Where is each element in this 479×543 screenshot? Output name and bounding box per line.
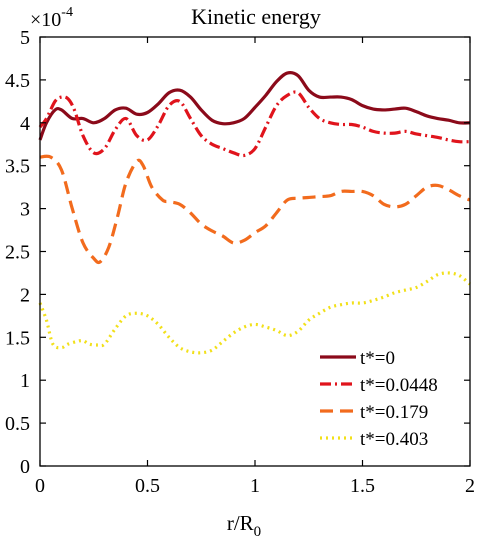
x-tick-label: 0 [35, 475, 45, 497]
x-tick-label: 0.5 [135, 475, 160, 497]
legend: t*=0 t*=0.0448 t*=0.179 t*=0.403 [320, 348, 438, 450]
series-line-3 [38, 271, 472, 355]
legend-label-1: t*=0.0448 [360, 375, 438, 396]
plot-area [38, 71, 472, 355]
x-tick-label: 2 [465, 475, 475, 497]
y-tick-label: 5 [20, 27, 30, 49]
axes: 0 0.5 1 1.5 2 0 0.5 1 1.5 2 2.5 3 3.5 4 4.5 5 [5, 27, 475, 497]
y-tick-label: 3.5 [5, 156, 30, 178]
x-tick-label: 1 [250, 475, 260, 497]
y-tick-label: 1 [20, 370, 30, 392]
series-line-1 [38, 90, 471, 158]
y-tick-label: 1.5 [5, 327, 30, 349]
y-tick-label: 3 [20, 199, 30, 221]
x-tick-label: 1.5 [350, 475, 375, 497]
y-tick-label: 4 [20, 113, 30, 135]
chart-title: Kinetic energy [191, 4, 321, 29]
y-tick-label: 2 [20, 284, 30, 306]
series-line-0 [38, 71, 471, 141]
x-axis-label-main: r/R [227, 511, 254, 535]
y-tick-label: 0.5 [5, 413, 30, 435]
y-tick-label: 2.5 [5, 242, 30, 264]
legend-label-2: t*=0.179 [360, 402, 428, 423]
legend-label-0: t*=0 [360, 348, 395, 369]
legend-label-3: t*=0.403 [360, 429, 428, 450]
y-exponent-base: ×10 [30, 9, 61, 31]
x-axis-label-sub: 0 [254, 524, 262, 540]
y-tick-label: 0 [20, 456, 30, 478]
series-line-2 [39, 154, 471, 265]
y-exponent-label: ×10-4 [30, 5, 73, 31]
x-axis-label: r/R0 [227, 511, 261, 540]
y-tick-label: 4.5 [5, 70, 30, 92]
y-exponent-power: -4 [61, 5, 73, 20]
